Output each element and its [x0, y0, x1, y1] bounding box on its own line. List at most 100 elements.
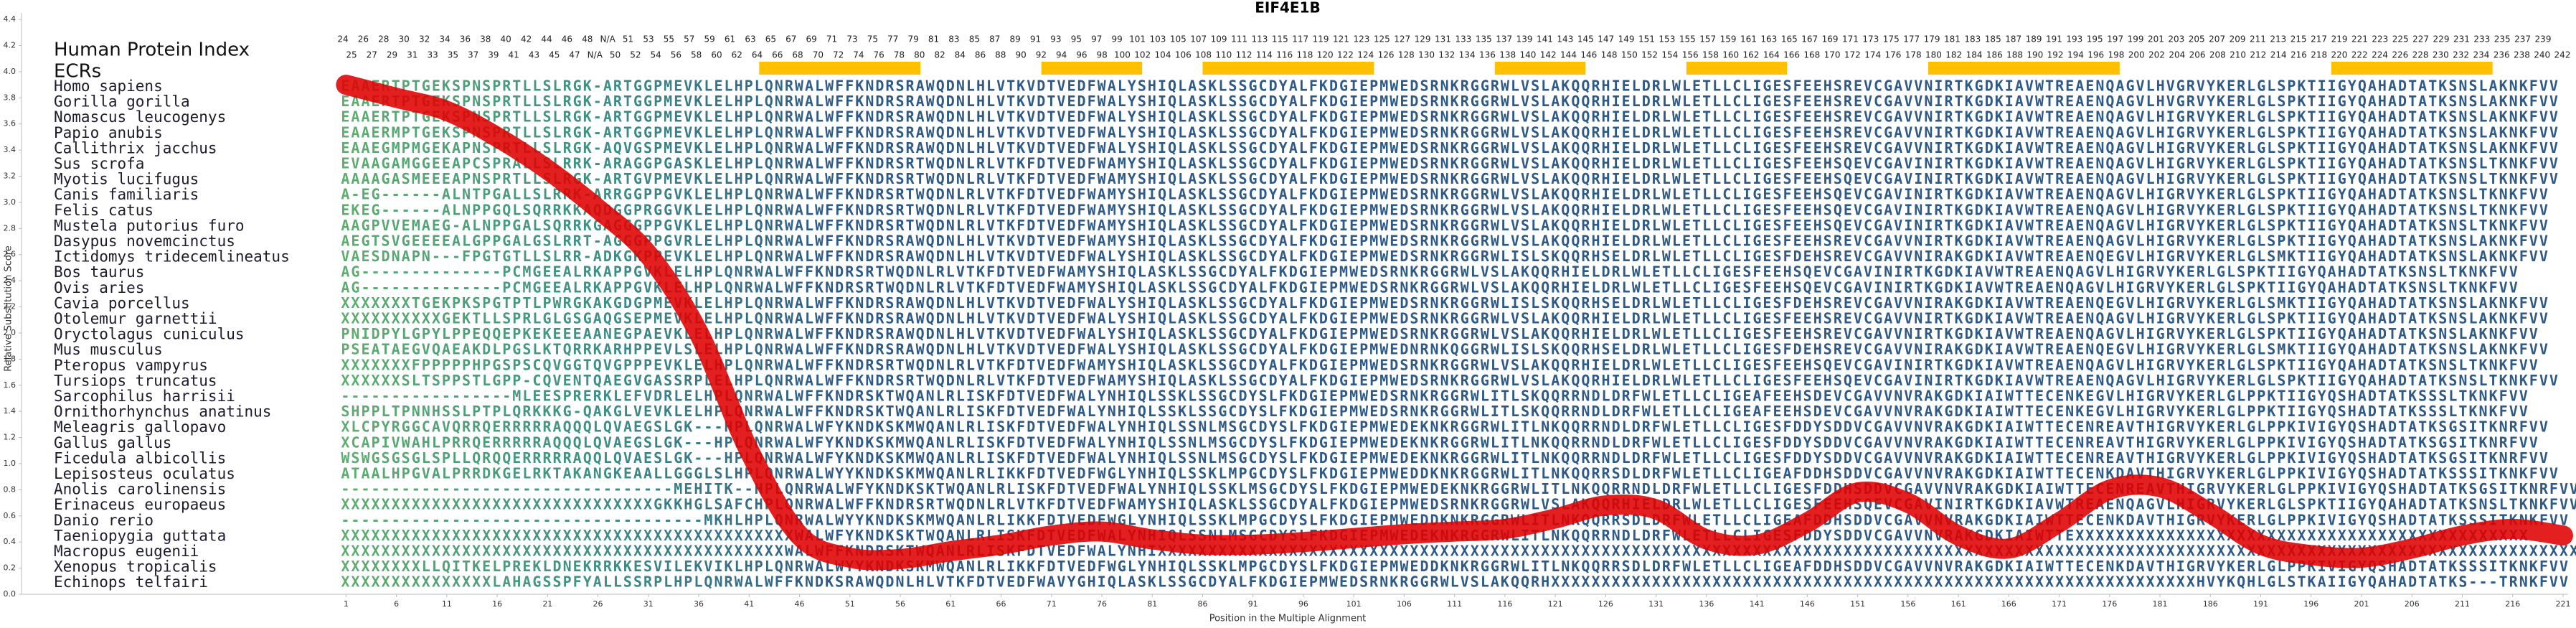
species-name: Sus scrofa	[54, 155, 144, 172]
index-number: 145	[1577, 34, 1594, 44]
index-number: 107	[1190, 34, 1207, 44]
index-number: 99	[1111, 34, 1122, 44]
index-number: 168	[1803, 50, 1820, 60]
index-number: 201	[2148, 34, 2164, 44]
index-number: 111	[1231, 34, 1247, 44]
index-number: 52	[630, 50, 641, 60]
index-number: 56	[671, 50, 681, 60]
ecr-block	[1686, 62, 1788, 75]
species-name: Mus musculus	[54, 341, 163, 358]
x-tick-label: 36	[694, 599, 704, 609]
index-number: 162	[1743, 50, 1760, 60]
index-number: 100	[1114, 50, 1131, 60]
x-axis-label: Position in the Multiple Alignment	[1209, 614, 1367, 624]
index-number: N/A	[588, 50, 603, 60]
index-number: 51	[623, 34, 633, 44]
index-number: 142	[1540, 50, 1557, 60]
x-tick-label: 16	[492, 599, 502, 609]
index-number: 44	[541, 34, 552, 44]
index-number: 31	[407, 50, 417, 60]
index-number: 196	[2087, 50, 2104, 60]
index-number: 94	[1056, 50, 1067, 60]
species-name: Erinaceus europaeus	[54, 496, 226, 513]
index-number: 221	[2351, 34, 2368, 44]
y-tick-label: 4.0	[4, 67, 16, 76]
ecr-label: ECRs	[54, 61, 101, 83]
index-number: 123	[1353, 34, 1369, 44]
species-name: Ictidomys tridecemlineatus	[54, 248, 290, 266]
species-name: Lepisosteus oculatus	[54, 465, 235, 482]
index-number: 213	[2270, 34, 2286, 44]
x-tick-label: 151	[1850, 599, 1865, 609]
index-number: 89	[1009, 34, 1020, 44]
index-number: 169	[1822, 34, 1839, 44]
index-number: 195	[2087, 34, 2103, 44]
index-number: 175	[1883, 34, 1900, 44]
x-tick-label: 56	[895, 599, 905, 609]
x-tick-label: 6	[394, 599, 399, 609]
index-number: 160	[1722, 50, 1739, 60]
x-tick-label: 141	[1750, 599, 1765, 609]
x-tick-label: 116	[1497, 599, 1512, 609]
index-number: 91	[1030, 34, 1041, 44]
index-number: 189	[2026, 34, 2042, 44]
x-tick-label: 76	[1097, 599, 1107, 609]
x-tick-label: 111	[1447, 599, 1462, 609]
index-number: 70	[813, 50, 824, 60]
index-number: 165	[1781, 34, 1798, 44]
index-number: 229	[2433, 34, 2450, 44]
species-name: Gorilla gorilla	[54, 93, 190, 111]
index-number: 110	[1215, 50, 1232, 60]
x-tick-label: 166	[2001, 599, 2016, 609]
index-number: 63	[745, 34, 755, 44]
sequence: XXXXXXXXXXGEKTLLSPRLGLGSGAQGSEPMEVKLELHP…	[341, 310, 2548, 327]
index-number: 216	[2290, 50, 2307, 60]
index-number: 130	[1418, 50, 1435, 60]
index-number: 137	[1496, 34, 1512, 44]
index-number: 86	[975, 50, 986, 60]
index-number: 170	[1824, 50, 1841, 60]
index-number: 48	[582, 34, 593, 44]
index-number: 156	[1682, 50, 1699, 60]
index-number: 222	[2351, 50, 2368, 60]
index-number: 206	[2189, 50, 2206, 60]
index-number: 147	[1598, 34, 1614, 44]
index-number: 87	[989, 34, 1000, 44]
index-number: 105	[1170, 34, 1186, 44]
index-number: N/A	[600, 34, 616, 44]
y-tick-label: 3.4	[4, 145, 16, 154]
index-number: 64	[752, 50, 763, 60]
sequence: ---------------------------------MEHITK-…	[341, 480, 2576, 497]
index-number: 176	[1884, 50, 1901, 60]
ecr-block	[1928, 62, 2120, 75]
index-number: 37	[468, 50, 478, 60]
index-number: 141	[1537, 34, 1553, 44]
y-tick-label: 1.0	[4, 459, 16, 468]
chart-title: EIF4E1B	[1255, 0, 1321, 17]
index-number: 152	[1641, 50, 1658, 60]
species-name: Cavia porcellus	[54, 294, 190, 311]
index-number: 106	[1175, 50, 1192, 60]
index-number: 205	[2189, 34, 2205, 44]
y-tick-label: 2.6	[4, 250, 16, 259]
index-number: 122	[1337, 50, 1354, 60]
index-number: 234	[2473, 50, 2489, 60]
index-number: 167	[1801, 34, 1818, 44]
x-tick-label: 136	[1699, 599, 1714, 609]
index-number: 180	[1925, 50, 1942, 60]
index-number: 92	[1036, 50, 1047, 60]
x-tick-label: 176	[2102, 599, 2117, 609]
index-label: Human Protein Index	[54, 39, 250, 61]
index-number: 66	[772, 50, 783, 60]
species-name: Echinops telfairi	[54, 573, 208, 591]
index-number: 155	[1679, 34, 1696, 44]
index-number: 214	[2270, 50, 2287, 60]
y-tick-label: 3.0	[4, 197, 16, 207]
ecr-block	[2331, 62, 2493, 75]
x-tick-label: 96	[1298, 599, 1308, 609]
index-number: 54	[650, 50, 661, 60]
x-tick-label: 161	[1951, 599, 1966, 609]
index-number: 29	[387, 50, 397, 60]
index-number: 124	[1357, 50, 1374, 60]
x-tick-label: 51	[845, 599, 855, 609]
